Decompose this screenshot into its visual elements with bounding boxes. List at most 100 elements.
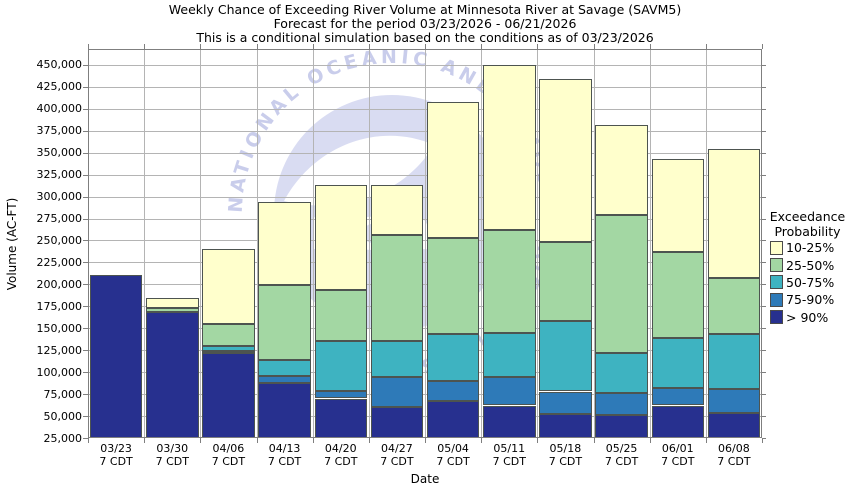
bar-segment-1025 (314, 185, 368, 290)
stacked-bars (88, 49, 762, 438)
chart-title-block: Weekly Chance of Exceeding River Volume … (0, 3, 850, 45)
legend: Exceedance Probability 10-25% 25-50% 50-75… (765, 209, 850, 326)
v-gridline (481, 49, 483, 438)
x-tick-label: 04/06 7 CDT (211, 442, 246, 468)
x-tick-label: 06/08 7 CDT (717, 442, 751, 468)
y-tick-label: 50,000 (43, 409, 83, 423)
y-tick-right (762, 86, 766, 88)
y-tick-right (762, 64, 766, 66)
bar-segment-1025 (595, 125, 648, 215)
v-gridline (256, 49, 258, 438)
bar-segment-2550 (707, 278, 761, 335)
y-tick-right (762, 328, 766, 330)
bar-segment-90 (651, 405, 705, 438)
y-tick-label: 100,000 (36, 365, 83, 379)
bar-segment-1025 (202, 249, 255, 324)
y-tick-label: 425,000 (36, 80, 83, 94)
y-tick-right (762, 196, 766, 198)
x-tick-label: 05/25 7 CDT (604, 442, 639, 468)
y-tick-label: 75,000 (43, 387, 83, 401)
bar-segment-1025 (707, 149, 761, 279)
x-tick-label: 04/13 7 CDT (267, 442, 302, 468)
legend-item-label: > 90% (786, 309, 829, 325)
legend-swatch (770, 258, 783, 273)
bar-segment-2550 (426, 237, 480, 335)
legend-item: 75-90% (770, 291, 850, 308)
bar-segment-5075 (595, 352, 648, 394)
bar-segment-5075 (314, 341, 368, 391)
y-tick-right (762, 350, 766, 352)
bar-segment-5075 (202, 345, 255, 352)
v-gridline (144, 49, 146, 438)
chart-subtitle-period: Forecast for the period 03/23/2026 - 06/… (273, 16, 577, 31)
v-gridline (705, 49, 707, 438)
bar-segment-90 (595, 415, 648, 438)
y-tick-label: 275,000 (36, 212, 83, 225)
v-gridline (537, 49, 539, 438)
y-tick-right (762, 438, 766, 439)
bar-segment-2550 (258, 285, 311, 360)
bar-segment-90 (202, 352, 255, 438)
bar-segment-1025 (146, 297, 199, 308)
y-axis-tick-labels: 450,000 425,000 400,000 375,000 350,000 325,0… (0, 49, 83, 444)
bar-segment-90 (89, 274, 143, 438)
x-axis-tick-labels: 03/23 7 CDT 03/30 7 CDT 04/06 7 CDT 04/13 7 CDT… (88, 442, 762, 470)
y-tick-label: 450,000 (36, 58, 83, 72)
legend-swatch (770, 275, 783, 290)
bar-segment-1025 (370, 185, 424, 236)
legend-title-line2: Probability (774, 224, 841, 239)
bar-segment-90 (426, 401, 480, 438)
v-gridline (425, 49, 426, 438)
gridlines (88, 49, 762, 438)
bar-segment-2550 (539, 242, 592, 322)
chart-title: Weekly Chance of Exceeding River Volume … (168, 2, 682, 17)
y-tick-label: 125,000 (36, 343, 83, 357)
bar-segment-5075 (370, 340, 424, 378)
legend-item-label: 75-90% (786, 292, 835, 308)
x-tick-label: 04/27 7 CDT (380, 442, 414, 468)
y-tick-right (762, 174, 766, 176)
bar-segment-1025 (258, 201, 311, 286)
chart-subtitle-conditional: This is a conditional simulation based o… (196, 30, 654, 45)
bar-segment-90 (539, 414, 592, 438)
bar-segment-2550 (651, 251, 705, 338)
bar-segment-5075 (426, 334, 480, 381)
legend-items: 10-25% 25-50% 50-75% 75-90% > 90% (765, 239, 850, 326)
bar-segment-90 (314, 398, 368, 438)
x-tick-label: 04/20 7 CDT (324, 442, 358, 468)
v-gridline (200, 49, 202, 438)
bar-segment-7590 (595, 393, 648, 416)
x-tick-bottom (762, 438, 763, 443)
bar-segment-5075 (483, 332, 536, 378)
x-tick-label: 05/11 7 CDT (492, 442, 526, 468)
y-tick-right (762, 416, 766, 417)
legend-swatch (770, 292, 783, 307)
v-gridline (312, 49, 314, 438)
bar-segment-2550 (202, 323, 255, 346)
legend-title-line1: Exceedance (769, 209, 846, 224)
v-gridline (368, 49, 370, 438)
bar-segment-7590 (651, 387, 705, 406)
legend-item-label: 25-50% (786, 257, 835, 273)
legend-item-label: 10-25% (786, 240, 835, 256)
legend-item: > 90% (770, 309, 850, 326)
bar-segment-2550 (370, 235, 424, 341)
bar-segment-90 (258, 382, 311, 438)
legend-item: 25-50% (770, 256, 850, 273)
y-tick-label: 325,000 (36, 168, 83, 182)
y-tick-label: 250,000 (36, 233, 83, 247)
y-tick-label: 300,000 (36, 190, 83, 203)
y-tick-label: 200,000 (36, 277, 83, 291)
y-tick-label: 375,000 (36, 124, 83, 138)
v-gridline (649, 49, 651, 438)
bar-segment-7590 (426, 380, 480, 402)
bar-segment-2550 (314, 289, 368, 342)
y-tick-left (83, 438, 88, 439)
y-tick-label: 25,000 (43, 431, 83, 445)
legend-item: 50-75% (770, 274, 850, 291)
y-tick-right (762, 130, 766, 132)
bar-segment-2550 (146, 308, 199, 312)
bar-segment-2550 (483, 229, 536, 333)
y-tick-label: 225,000 (36, 255, 83, 269)
bar-segment-1025 (483, 64, 536, 230)
